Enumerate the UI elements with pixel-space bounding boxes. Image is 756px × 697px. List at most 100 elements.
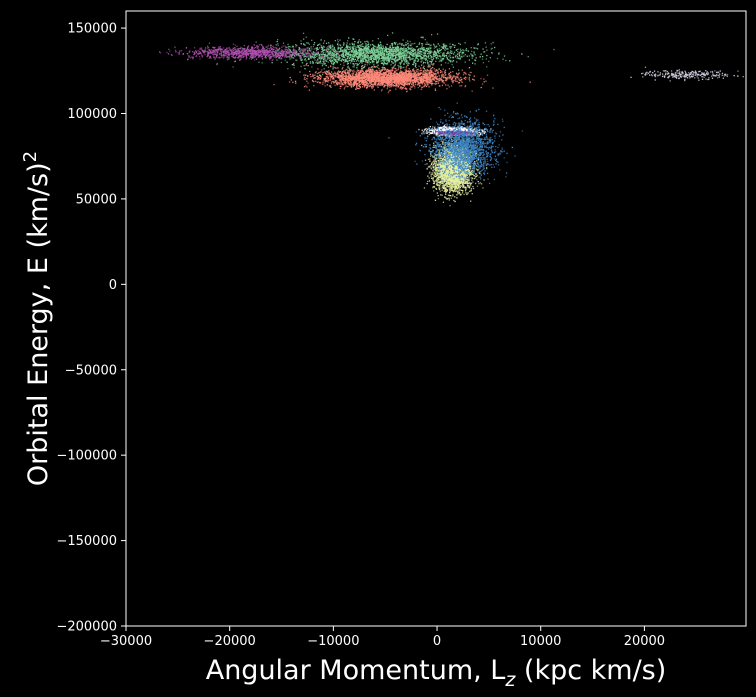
- density-point: [348, 52, 350, 54]
- density-point: [429, 82, 431, 84]
- density-point: [402, 86, 404, 88]
- density-point: [394, 75, 396, 77]
- density-point: [371, 43, 374, 46]
- density-point: [306, 86, 308, 88]
- density-point: [430, 72, 432, 74]
- density-point: [353, 47, 355, 49]
- density-point: [359, 72, 361, 74]
- density-point: [387, 51, 389, 53]
- density-point: [402, 44, 404, 46]
- density-point: [287, 68, 289, 70]
- density-point: [303, 54, 305, 56]
- density-point: [373, 79, 375, 81]
- density-point: [307, 65, 309, 67]
- density-point: [394, 71, 396, 73]
- density-point: [353, 48, 355, 50]
- density-point: [447, 62, 449, 64]
- density-point: [427, 81, 429, 83]
- density-point: [366, 86, 368, 89]
- density-point: [356, 77, 358, 79]
- density-point: [450, 47, 452, 49]
- density-point: [422, 78, 424, 81]
- density-point: [292, 54, 294, 56]
- density-point: [425, 80, 428, 82]
- density-point: [372, 51, 374, 53]
- density-point: [318, 77, 320, 79]
- density-point: [381, 73, 383, 75]
- density-point: [367, 61, 369, 63]
- density-point: [332, 48, 335, 50]
- density-point: [435, 46, 437, 48]
- density-point: [328, 42, 330, 44]
- density-point: [372, 48, 375, 50]
- density-point: [408, 62, 410, 65]
- density-point: [361, 45, 363, 47]
- density-point: [396, 45, 399, 47]
- density-point: [335, 60, 337, 62]
- density-point: [362, 53, 364, 55]
- density-point: [374, 52, 376, 54]
- density-point: [393, 42, 396, 44]
- density-point: [410, 73, 412, 75]
- density-point: [446, 78, 448, 80]
- density-point: [383, 52, 385, 54]
- density-point: [424, 70, 427, 72]
- density-point: [430, 47, 432, 49]
- density-point: [416, 53, 419, 55]
- density-point: [344, 75, 346, 77]
- density-point: [378, 59, 380, 61]
- density-point: [325, 76, 328, 78]
- density-point: [296, 59, 298, 61]
- density-point: [334, 80, 336, 82]
- density-point: [384, 76, 386, 79]
- density-point: [323, 58, 325, 60]
- density-point: [348, 73, 350, 75]
- density-point: [292, 81, 294, 83]
- density-point: [406, 62, 408, 64]
- density-point: [327, 80, 329, 82]
- density-point: [403, 63, 405, 65]
- density-point: [353, 81, 355, 83]
- density-point: [466, 77, 468, 79]
- density-point: [390, 54, 392, 56]
- density-point: [343, 56, 345, 59]
- density-point: [326, 71, 328, 73]
- density-point: [386, 83, 389, 85]
- density-point: [373, 77, 376, 80]
- density-point: [463, 50, 465, 52]
- density-point: [420, 67, 422, 69]
- density-point: [322, 47, 324, 49]
- density-point: [361, 70, 363, 72]
- density-point: [469, 71, 471, 74]
- density-point: [405, 42, 407, 44]
- density-point: [486, 74, 489, 76]
- density-point: [332, 53, 335, 55]
- density-point: [440, 55, 442, 57]
- density-point: [286, 61, 288, 63]
- density-point: [366, 47, 368, 49]
- density-point: [330, 58, 332, 60]
- density-point: [300, 52, 302, 54]
- density-point: [453, 53, 455, 55]
- density-point: [458, 72, 460, 74]
- density-point: [344, 82, 346, 84]
- density-point: [387, 34, 389, 37]
- density-point: [395, 41, 397, 44]
- density-point: [372, 53, 374, 55]
- density-point: [390, 56, 392, 59]
- density-point: [390, 50, 392, 53]
- density-point: [367, 75, 369, 78]
- density-point: [290, 51, 292, 53]
- density-point: [264, 55, 267, 57]
- density-point: [346, 44, 348, 46]
- density-point: [346, 45, 348, 47]
- density-point: [412, 85, 414, 87]
- density-point: [355, 73, 358, 75]
- density-point: [344, 83, 346, 85]
- density-point: [444, 49, 446, 52]
- density-point: [472, 55, 474, 57]
- density-point: [405, 82, 407, 84]
- density-point: [412, 50, 414, 52]
- density-point: [392, 46, 394, 48]
- density-point: [459, 54, 461, 56]
